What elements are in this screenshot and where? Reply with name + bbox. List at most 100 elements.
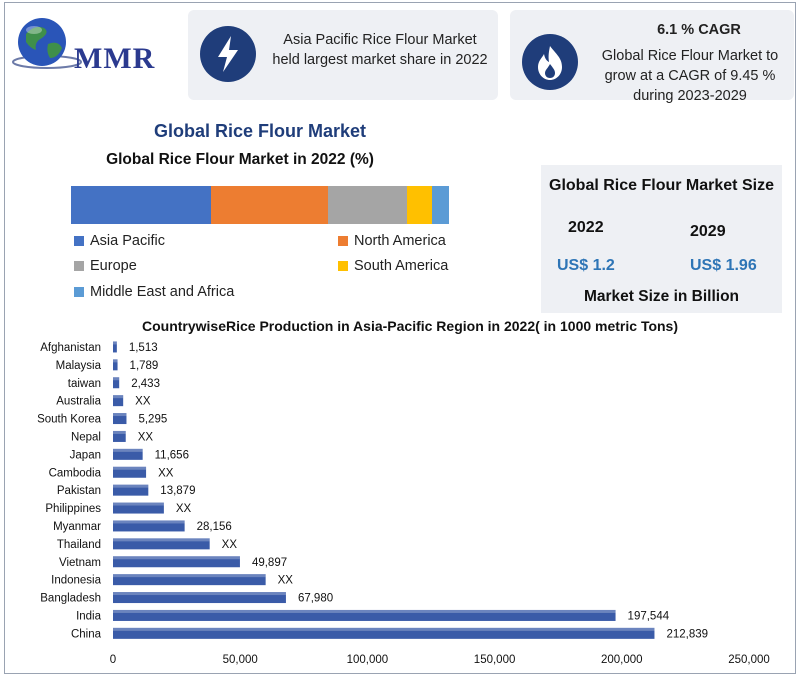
country-bar-highlight — [113, 538, 210, 542]
country-chart-title: CountrywiseRice Production in Asia-Pacif… — [141, 318, 679, 334]
x-tick-label: 100,000 — [347, 654, 389, 666]
x-tick-label: 150,000 — [474, 654, 516, 666]
legend-label: North America — [354, 233, 446, 249]
market-size-panel: Global Rice Flour Market Size 2022 2029 … — [541, 165, 782, 313]
country-label: Cambodia — [49, 467, 102, 479]
country-bar-highlight — [113, 574, 266, 578]
share-stacked-bar — [71, 186, 449, 224]
legend-label: Europe — [90, 258, 137, 274]
legend-item: Asia Pacific — [74, 233, 165, 249]
brand-name: MMR — [74, 42, 156, 75]
market-size-title: Global Rice Flour Market Size — [549, 177, 774, 194]
country-bar-highlight — [113, 448, 143, 452]
country-label: Japan — [70, 449, 101, 461]
country-bar-highlight — [113, 466, 147, 470]
country-bar — [113, 448, 143, 460]
country-bar — [113, 592, 286, 604]
legend-swatch — [74, 236, 84, 246]
country-label: China — [71, 628, 102, 640]
market-size-year-2029: 2029 — [690, 223, 726, 240]
share-segment-north-america — [210, 186, 329, 224]
country-bar-highlight — [113, 556, 240, 560]
country-label: Indonesia — [51, 575, 101, 587]
share-segment-europe — [328, 186, 408, 224]
data-label: XX — [278, 575, 294, 587]
x-tick-label: 250,000 — [728, 654, 770, 666]
market-size-value-2029: US$ 1.96 — [690, 257, 757, 274]
data-label: XX — [222, 539, 238, 551]
share-segment-middle-east-and-africa — [431, 186, 449, 224]
country-bar — [113, 609, 616, 621]
flame-icon — [522, 34, 578, 90]
country-bar-highlight — [113, 609, 616, 613]
country-bar — [113, 574, 266, 586]
data-label: XX — [138, 431, 154, 443]
country-bar — [113, 556, 240, 568]
country-bar-highlight — [113, 359, 118, 363]
country-bar — [113, 502, 164, 514]
legend-label: Middle East and Africa — [90, 284, 235, 300]
country-bar-highlight — [113, 484, 149, 488]
country-label: Vietnam — [59, 557, 101, 569]
country-bar-highlight — [113, 430, 126, 434]
data-label: XX — [135, 396, 151, 408]
data-label: 13,879 — [160, 485, 195, 497]
country-bar — [113, 484, 149, 496]
outer-frame — [4, 2, 796, 674]
country-bar — [113, 377, 120, 389]
lightning-icon — [200, 26, 256, 82]
data-label: 1,789 — [130, 360, 159, 372]
data-label: 197,544 — [628, 610, 670, 622]
country-bar-highlight — [113, 627, 655, 631]
country-bar-highlight — [113, 520, 185, 524]
data-label: 1,513 — [129, 342, 158, 354]
data-label: 2,433 — [131, 378, 160, 390]
data-label: 49,897 — [252, 557, 287, 569]
data-label: 212,839 — [666, 628, 708, 640]
country-bar-highlight — [113, 592, 286, 596]
x-tick-label: 200,000 — [601, 654, 643, 666]
market-size-year-2022: 2022 — [568, 219, 604, 236]
country-label: Australia — [56, 396, 101, 408]
market-size-unit: Market Size in Billion — [583, 288, 740, 305]
share-segment-asia-pacific — [71, 186, 211, 224]
highlight-card-cagr: 6.1 % CAGR Global Rice Flour Market to g… — [510, 10, 794, 104]
data-label: XX — [158, 467, 174, 479]
legend-swatch — [338, 261, 348, 271]
legend-label: South America — [354, 258, 449, 274]
data-label: XX — [176, 503, 192, 515]
cagr-title: 6.1 % CAGR — [657, 22, 741, 38]
country-label: taiwan — [68, 378, 101, 390]
cagr-text: Global Rice Flour Market to grow at a CA… — [601, 48, 779, 104]
country-bar — [113, 538, 210, 550]
country-bar-highlight — [113, 413, 127, 417]
data-label: 28,156 — [197, 521, 232, 533]
country-bar — [113, 341, 117, 353]
legend-swatch — [74, 287, 84, 297]
legend-item: South America — [338, 258, 448, 274]
legend-item: North America — [338, 233, 446, 249]
country-bar-highlight — [113, 341, 117, 345]
x-tick-label: 50,000 — [223, 654, 258, 666]
highlight-text: Asia Pacific Rice Flour Market held larg… — [272, 32, 488, 68]
brand-logo: MMR — [12, 14, 167, 76]
country-label: South Korea — [37, 414, 102, 426]
country-bar — [113, 520, 185, 532]
legend-swatch — [74, 261, 84, 271]
country-label: Philippines — [45, 503, 101, 515]
legend-label: Asia Pacific — [90, 233, 165, 249]
page-title: Global Rice Flour Market — [153, 121, 367, 141]
country-bar — [113, 359, 118, 371]
share-segment-south-america — [407, 186, 432, 224]
legend-swatch — [338, 236, 348, 246]
data-label: 5,295 — [138, 414, 167, 426]
data-label: 67,980 — [298, 593, 333, 605]
legend-item: Middle East and Africa — [74, 284, 234, 300]
x-tick-label: 0 — [110, 654, 116, 666]
country-label: Afghanistan — [40, 342, 101, 354]
country-bar — [113, 466, 147, 478]
country-bar — [113, 430, 126, 442]
country-label: Pakistan — [57, 485, 101, 497]
country-bar — [113, 627, 655, 639]
